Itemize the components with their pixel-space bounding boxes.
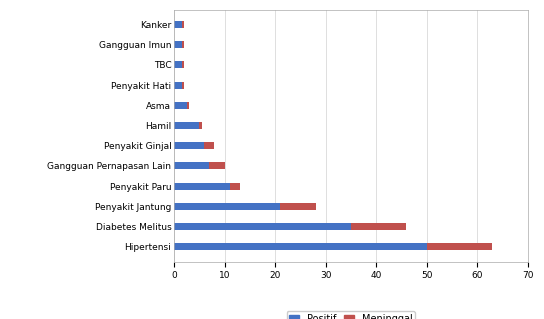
Bar [174, 162, 209, 169]
Bar [205, 142, 214, 149]
Bar [174, 41, 182, 48]
Bar [174, 142, 205, 149]
Bar [174, 82, 182, 89]
Bar [199, 122, 202, 129]
Bar [174, 203, 280, 210]
Bar [174, 21, 182, 28]
Bar [182, 61, 184, 69]
Bar [174, 61, 182, 69]
Bar [174, 243, 426, 250]
Bar [174, 122, 199, 129]
Bar [174, 102, 187, 109]
Bar [426, 243, 492, 250]
Bar [209, 162, 225, 169]
Bar [174, 182, 230, 189]
Bar [351, 223, 406, 230]
Bar [230, 182, 240, 189]
Bar [182, 82, 184, 89]
Legend: Positif, Meninggal: Positif, Meninggal [287, 311, 415, 319]
Bar [182, 21, 184, 28]
Bar [280, 203, 316, 210]
Bar [174, 223, 351, 230]
Bar [187, 102, 189, 109]
Bar [182, 41, 184, 48]
